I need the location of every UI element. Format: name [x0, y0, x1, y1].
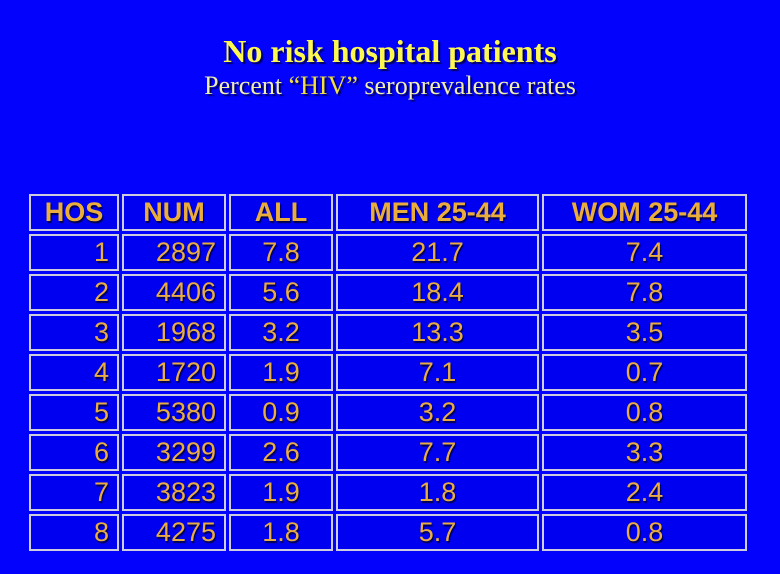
table-cell: 3.2	[336, 394, 539, 431]
table-cell: 0.8	[542, 514, 747, 551]
slide-subtitle: Percent “HIV” seroprevalence rates	[0, 71, 780, 101]
table-row: 7 3823 1.9 1.8 2.4	[29, 474, 747, 511]
column-header: ALL	[229, 194, 333, 231]
table-cell: 7	[29, 474, 119, 511]
table-cell: 3	[29, 314, 119, 351]
table-cell: 8	[29, 514, 119, 551]
table-body: 1 2897 7.8 21.7 7.4 2 4406 5.6 18.4 7.8 3 1968 3.2 13…	[29, 234, 747, 551]
table-cell: 13.3	[336, 314, 539, 351]
table-cell: 3823	[122, 474, 226, 511]
table-cell: 6	[29, 434, 119, 471]
table-cell: 21.7	[336, 234, 539, 271]
table-cell: 5.7	[336, 514, 539, 551]
table-cell: 5	[29, 394, 119, 431]
column-header: HOS	[29, 194, 119, 231]
column-header: WOM 25-44	[542, 194, 747, 231]
table-cell: 1.9	[229, 474, 333, 511]
table-cell: 1.8	[229, 514, 333, 551]
table-cell: 1	[29, 234, 119, 271]
subtitle-prefix: Percent	[204, 71, 289, 101]
column-header: NUM	[122, 194, 226, 231]
table-cell: 3.3	[542, 434, 747, 471]
table-cell: 7.8	[229, 234, 333, 271]
table-cell: 3.5	[542, 314, 747, 351]
table-cell: 7.7	[336, 434, 539, 471]
table-row: 5 5380 0.9 3.2 0.8	[29, 394, 747, 431]
table-cell: 0.8	[542, 394, 747, 431]
table-cell: 18.4	[336, 274, 539, 311]
table-cell: 3.2	[229, 314, 333, 351]
table-cell: 4	[29, 354, 119, 391]
table-cell: 3299	[122, 434, 226, 471]
subtitle-hiv: “HIV”	[288, 71, 358, 101]
table-row: 4 1720 1.9 7.1 0.7	[29, 354, 747, 391]
slide: No risk hospital patients Percent “HIV” …	[0, 33, 780, 551]
table-cell: 0.9	[229, 394, 333, 431]
table-cell: 1.8	[336, 474, 539, 511]
table-row: 2 4406 5.6 18.4 7.8	[29, 274, 747, 311]
table-cell: 7.1	[336, 354, 539, 391]
subtitle-suffix: seroprevalence rates	[357, 71, 576, 101]
column-header: MEN 25-44	[336, 194, 539, 231]
seroprevalence-table: HOS NUM ALL MEN 25-44 WOM 25-44 1 2897 7.8 21.7…	[26, 191, 750, 554]
table-cell: 2.4	[542, 474, 747, 511]
table-cell: 0.7	[542, 354, 747, 391]
table-cell: 4275	[122, 514, 226, 551]
table-cell: 5.6	[229, 274, 333, 311]
table-row: 1 2897 7.8 21.7 7.4	[29, 234, 747, 271]
table-cell: 2.6	[229, 434, 333, 471]
slide-title: No risk hospital patients	[223, 33, 557, 69]
table-cell: 7.4	[542, 234, 747, 271]
table-row: 3 1968 3.2 13.3 3.5	[29, 314, 747, 351]
table-cell: 5380	[122, 394, 226, 431]
table-cell: 2	[29, 274, 119, 311]
table-row: 6 3299 2.6 7.7 3.3	[29, 434, 747, 471]
table-cell: 1720	[122, 354, 226, 391]
table-cell: 2897	[122, 234, 226, 271]
table-header-row: HOS NUM ALL MEN 25-44 WOM 25-44	[29, 194, 747, 231]
table-cell: 1968	[122, 314, 226, 351]
table-cell: 4406	[122, 274, 226, 311]
table-row: 8 4275 1.8 5.7 0.8	[29, 514, 747, 551]
table-cell: 1.9	[229, 354, 333, 391]
table-cell: 7.8	[542, 274, 747, 311]
